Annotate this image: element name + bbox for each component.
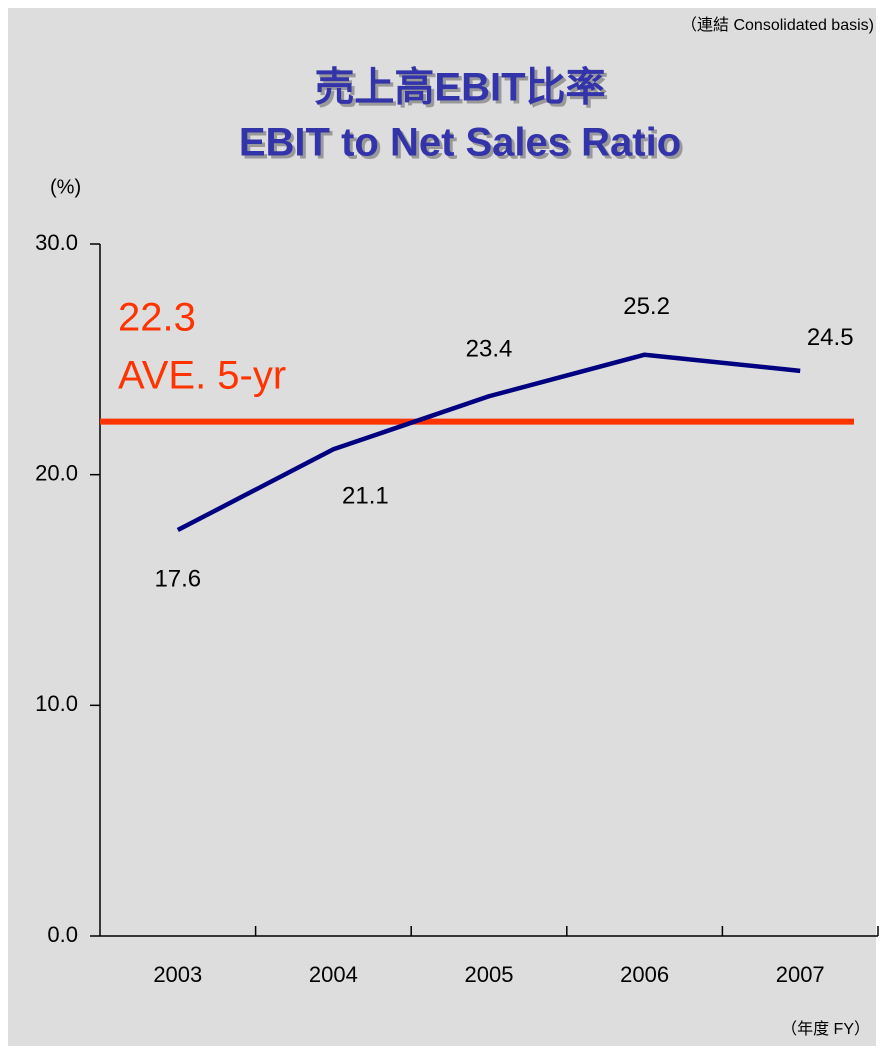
x-tick-label: 2006	[620, 962, 669, 987]
average-label: AVE. 5-yr	[118, 354, 286, 398]
y-tick-label: 0.0	[47, 922, 78, 947]
y-tick-label: 10.0	[35, 691, 78, 716]
y-axis-label: (%)	[50, 176, 81, 198]
data-label: 25.2	[623, 293, 670, 320]
x-tick-label: 2003	[153, 962, 202, 987]
data-label: 21.1	[342, 483, 389, 510]
chart-title: 売上高EBIT比率	[314, 66, 605, 110]
series-line	[176, 352, 801, 533]
data-label: 24.5	[807, 324, 854, 351]
subtitle-shadow: EBIT to Net Sales Ratio	[242, 124, 684, 168]
average-value-label: 22.3	[118, 296, 196, 340]
y-tick-label: 30.0	[35, 230, 78, 255]
data-label: 23.4	[466, 336, 513, 363]
chart-subtitle: EBIT to Net Sales Ratio	[239, 121, 681, 165]
x-axis-label: （年度 FY）	[781, 1020, 870, 1038]
title-shadow: 売上高EBIT比率	[317, 69, 608, 113]
data-label: 17.6	[154, 565, 201, 592]
chart-background	[8, 8, 876, 1046]
y-tick-label: 20.0	[35, 460, 78, 485]
title-group: 売上高EBIT比率 売上高EBIT比率 EBIT to Net Sales Ra…	[239, 66, 684, 168]
x-tick-label: 2004	[309, 962, 358, 987]
x-tick-label: 2007	[776, 962, 825, 987]
note: （連結 Consolidated basis)	[681, 16, 874, 34]
x-tick-label: 2005	[465, 962, 514, 987]
